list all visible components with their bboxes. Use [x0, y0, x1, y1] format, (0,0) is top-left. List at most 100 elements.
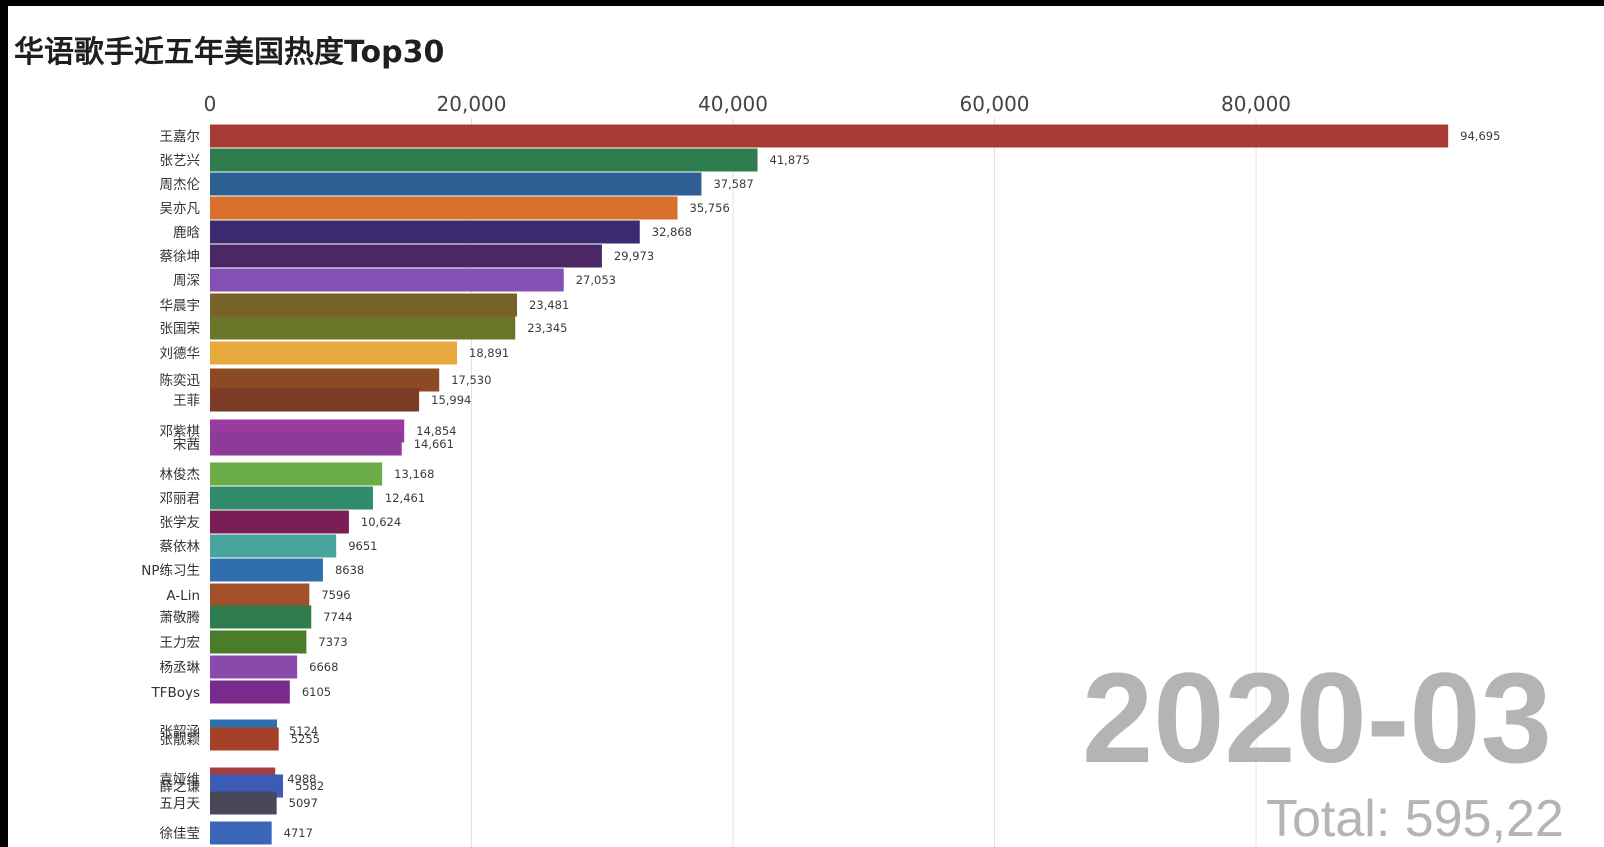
- category-label: 林俊杰: [160, 467, 201, 483]
- bar-3: [210, 172, 702, 196]
- bar-17: [210, 510, 349, 534]
- bar-5: [210, 220, 640, 244]
- value-label: 12,461: [385, 491, 425, 505]
- category-label: 蔡徐坤: [160, 249, 201, 265]
- value-label: 27,053: [576, 273, 616, 287]
- value-label: 5582: [295, 779, 324, 793]
- bar-20: [210, 583, 310, 607]
- bar-7: [210, 268, 564, 292]
- bar-11: [210, 368, 440, 392]
- value-labels: 94,695 41,875 37,587 35,756 32,868 29,973 27,0…: [284, 129, 1501, 840]
- category-label: 宋茜: [173, 437, 200, 453]
- category-label: 陈奕迅: [160, 372, 201, 389]
- bar-16: [210, 486, 373, 510]
- value-label: 7744: [323, 610, 352, 624]
- bar-23: [210, 655, 298, 679]
- value-label: 15,994: [431, 393, 471, 407]
- black-border-top: [0, 0, 1604, 6]
- category-label: 王力宏: [160, 635, 201, 651]
- category-label: 萧敬腾: [160, 609, 201, 626]
- category-label: TFBoys: [150, 685, 200, 701]
- chart-title: 华语歌手近五年美国热度Top30: [14, 35, 444, 70]
- category-label: 薛之谦: [160, 779, 201, 795]
- category-label: 张靓颖: [160, 732, 201, 748]
- bar-15: [210, 462, 383, 486]
- value-label: 14,854: [416, 424, 456, 438]
- bar-22: [210, 630, 307, 654]
- bars: [210, 124, 1449, 845]
- value-label: 5124: [289, 724, 318, 738]
- value-label: 7373: [318, 635, 347, 649]
- bar-26: [210, 727, 279, 751]
- category-labels: 王嘉尔张艺兴周杰伦吴亦凡鹿晗蔡徐坤周深华晨宇张国荣刘德华陈奕迅王菲邓紫棋宋茜林俊…: [141, 129, 200, 842]
- x-tick-label: 60,000: [960, 92, 1030, 116]
- value-label: 6105: [302, 685, 331, 699]
- value-label: 18,891: [469, 346, 509, 360]
- value-label: 5097: [289, 796, 318, 810]
- value-label: 32,868: [652, 225, 692, 239]
- category-label: 华晨宇: [160, 298, 201, 314]
- category-label: 张韶涵: [160, 724, 201, 740]
- x-axis-tick-labels: 0 20,000 40,000 60,000 80,000: [204, 92, 1291, 116]
- bar-8: [210, 293, 518, 317]
- x-tick-label: 80,000: [1221, 92, 1291, 116]
- value-label: 35,756: [690, 201, 730, 215]
- bar-30: [210, 821, 272, 845]
- category-label: 周深: [173, 273, 200, 289]
- value-label: 29,973: [614, 249, 654, 263]
- value-label: 41,875: [770, 153, 810, 167]
- category-label: 鹿晗: [173, 224, 200, 241]
- category-label: 刘德华: [160, 346, 201, 362]
- category-label: 徐佳莹: [160, 826, 201, 842]
- bar-2: [210, 148, 758, 172]
- category-label: 五月天: [160, 796, 201, 812]
- value-label: 17,530: [451, 373, 491, 387]
- black-border-left: [0, 0, 8, 847]
- value-label: 8638: [335, 563, 364, 577]
- value-label: 5255: [291, 732, 320, 746]
- category-label: 周杰伦: [160, 177, 201, 193]
- value-label: 23,345: [527, 321, 567, 335]
- category-label: 袁娅维: [160, 772, 201, 788]
- value-label: 4988: [287, 772, 316, 786]
- category-label: 张学友: [160, 515, 201, 531]
- total-label: Total: 595,22: [1266, 790, 1564, 847]
- category-label: 吴亦凡: [160, 201, 201, 217]
- bar-9: [210, 316, 516, 340]
- x-tick-label: 40,000: [698, 92, 768, 116]
- date-label: 2020-03: [1082, 647, 1552, 790]
- value-label: 10,624: [361, 515, 401, 529]
- bar-29: [210, 791, 277, 815]
- x-tick-label: 20,000: [437, 92, 507, 116]
- category-label: A-Lin: [166, 588, 200, 604]
- gridlines: [471, 118, 1257, 847]
- category-label: 邓紫棋: [160, 424, 201, 440]
- bar-4: [210, 196, 678, 220]
- bar-1: [210, 124, 1449, 148]
- bar-14: [210, 432, 402, 456]
- value-label: 94,695: [1460, 129, 1500, 143]
- category-label: 王嘉尔: [160, 129, 201, 145]
- value-label: 7596: [321, 588, 350, 602]
- bar-19: [210, 558, 323, 582]
- x-tick-label: 0: [204, 92, 217, 116]
- value-label: 13,168: [394, 467, 434, 481]
- bar-18: [210, 534, 337, 558]
- value-label: 9651: [348, 539, 377, 553]
- value-label: 4717: [284, 826, 313, 840]
- category-label: 蔡依林: [160, 539, 201, 555]
- category-label: 张国荣: [160, 321, 201, 337]
- category-label: NP练习生: [141, 563, 200, 579]
- bar-10: [210, 341, 458, 365]
- bar-6: [210, 244, 602, 268]
- category-label: 杨丞琳: [160, 660, 201, 676]
- value-label: 14,661: [414, 437, 454, 451]
- value-label: 37,587: [713, 177, 753, 191]
- category-label: 张艺兴: [160, 153, 201, 169]
- value-label: 23,481: [529, 298, 569, 312]
- category-label: 王菲: [173, 393, 200, 409]
- bar-12: [210, 388, 420, 412]
- bar-21: [210, 605, 312, 629]
